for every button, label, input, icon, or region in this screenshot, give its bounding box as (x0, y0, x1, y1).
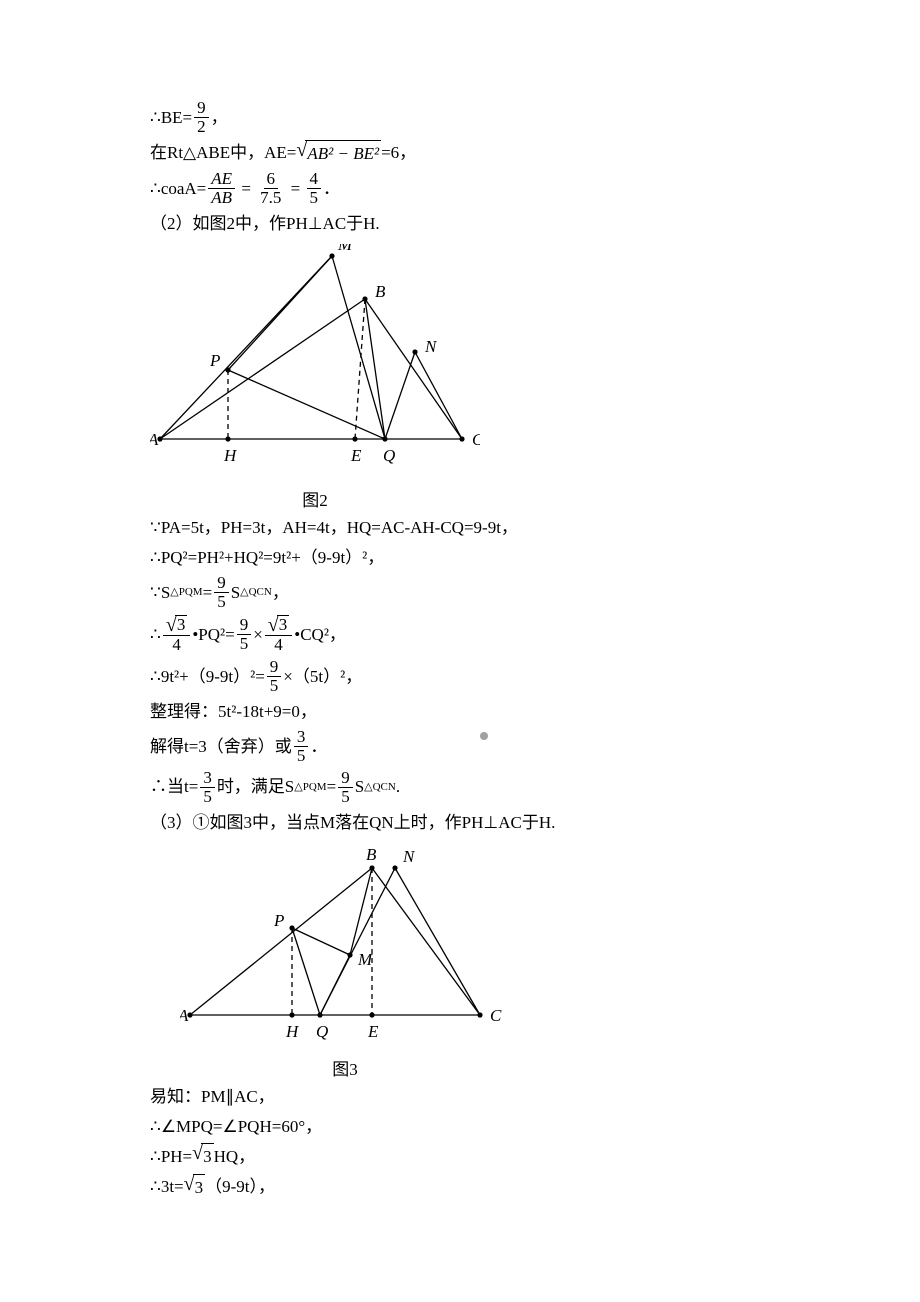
svg-text:H: H (285, 1022, 300, 1041)
line-12: ∴当t= 3 5 时，满足S △PQM = 9 5 S △QCN . (150, 769, 920, 806)
frac-6-7.5: 6 7.5 (257, 170, 284, 207)
line-ae: 在Rt△ABE中，AE= √ AB² − BE² =6， (150, 140, 920, 167)
line-7: ∵S △PQM = 9 5 S △QCN ， (150, 574, 920, 611)
line-9: ∴9t²+（9-9t）²= 9 5 ×（5t）²， (150, 658, 920, 695)
svg-text:P: P (209, 351, 220, 370)
line-10: 整理得：5t²-18t+9=0， (150, 699, 920, 725)
frac-9-5-c: 9 5 (267, 658, 282, 695)
line-17: ∴3t= √ 3 （9-9t）， (150, 1174, 920, 1201)
svg-text:Q: Q (383, 446, 395, 465)
frac-3-5-b: 3 5 (200, 769, 215, 806)
frac-9-5-d: 9 5 (338, 769, 353, 806)
svg-text:H: H (223, 446, 238, 465)
page: ∴BE= 9 2 ， 在Rt△ABE中，AE= √ AB² − BE² =6， … (0, 0, 920, 1302)
txt: ， (211, 105, 228, 131)
frac-3-5-a: 3 5 (294, 728, 309, 765)
figure-3-svg: A HQ E C P M B N (180, 843, 510, 1048)
watermark-dot (480, 732, 488, 740)
svg-text:B: B (375, 282, 386, 301)
figure-3: A HQ E C P M B N 图3 (180, 843, 920, 1080)
svg-text:B: B (366, 845, 377, 864)
svg-text:E: E (367, 1022, 379, 1041)
figure-3-caption: 图3 (180, 1055, 510, 1080)
line-14: 易知：PM∥AC， (150, 1084, 920, 1110)
txt: =6， (381, 140, 416, 166)
svg-text:E: E (350, 446, 362, 465)
svg-text:M: M (357, 950, 373, 969)
txt: ∴BE= (150, 105, 192, 131)
line-11: 解得t=3（舍弃）或 3 5 ． (150, 728, 920, 765)
line-15: ∴∠MPQ=∠PQH=60°， (150, 1114, 920, 1140)
line-be: ∴BE= 9 2 ， (150, 99, 920, 136)
sqrt-3-a: √ 3 (192, 1143, 213, 1170)
sqrt-3-b: √ 3 (184, 1174, 205, 1201)
figure-2: A H P E Q C B M N 图2 (150, 244, 920, 511)
svg-text:P: P (273, 911, 284, 930)
line-6: ∴PQ²=PH²+HQ²=9t²+（9-9t）²， (150, 545, 920, 571)
frac-9-2: 9 2 (194, 99, 209, 136)
line-5: ∵PA=5t，PH=3t，AH=4t，HQ=AC-AH-CQ=9-9t， (150, 515, 920, 541)
svg-text:N: N (424, 337, 438, 356)
txt: 在Rt△ABE中，AE= (150, 140, 296, 166)
sqrt-ab2-be2: √ AB² − BE² (296, 140, 381, 167)
frac-4-5: 4 5 (307, 170, 322, 207)
frac-r3-4-b: √3 4 (265, 615, 292, 654)
svg-text:Q: Q (316, 1022, 328, 1041)
line-13: （3）①如图3中，当点M落在QN上时，作PH⊥AC于H. (150, 810, 920, 836)
txt: （2）如图2中，作PH⊥AC于H. (150, 211, 380, 237)
line-8: ∴ √3 4 •PQ²= 9 5 × √3 4 •CQ²， (150, 615, 920, 654)
figure-2-svg: A H P E Q C B M N (150, 244, 480, 479)
frac-ae-ab: AE AB (208, 170, 235, 207)
txt: ． (323, 176, 340, 202)
txt: ∴coaA= (150, 176, 206, 202)
svg-text:A: A (150, 430, 159, 449)
svg-text:A: A (180, 1006, 189, 1025)
svg-text:N: N (402, 847, 416, 866)
line-part2-intro: （2）如图2中，作PH⊥AC于H. (150, 211, 920, 237)
frac-9-5-b: 9 5 (237, 616, 252, 653)
frac-9-5-a: 9 5 (214, 574, 229, 611)
frac-r3-4-a: √3 4 (163, 615, 190, 654)
line-16: ∴PH= √ 3 HQ， (150, 1143, 920, 1170)
svg-text:M: M (337, 244, 353, 254)
figure-2-caption: 图2 (150, 486, 480, 511)
svg-text:C: C (490, 1006, 502, 1025)
svg-text:C: C (472, 430, 480, 449)
line-cosA: ∴coaA= AE AB = 6 7.5 = 4 5 ． (150, 170, 920, 207)
